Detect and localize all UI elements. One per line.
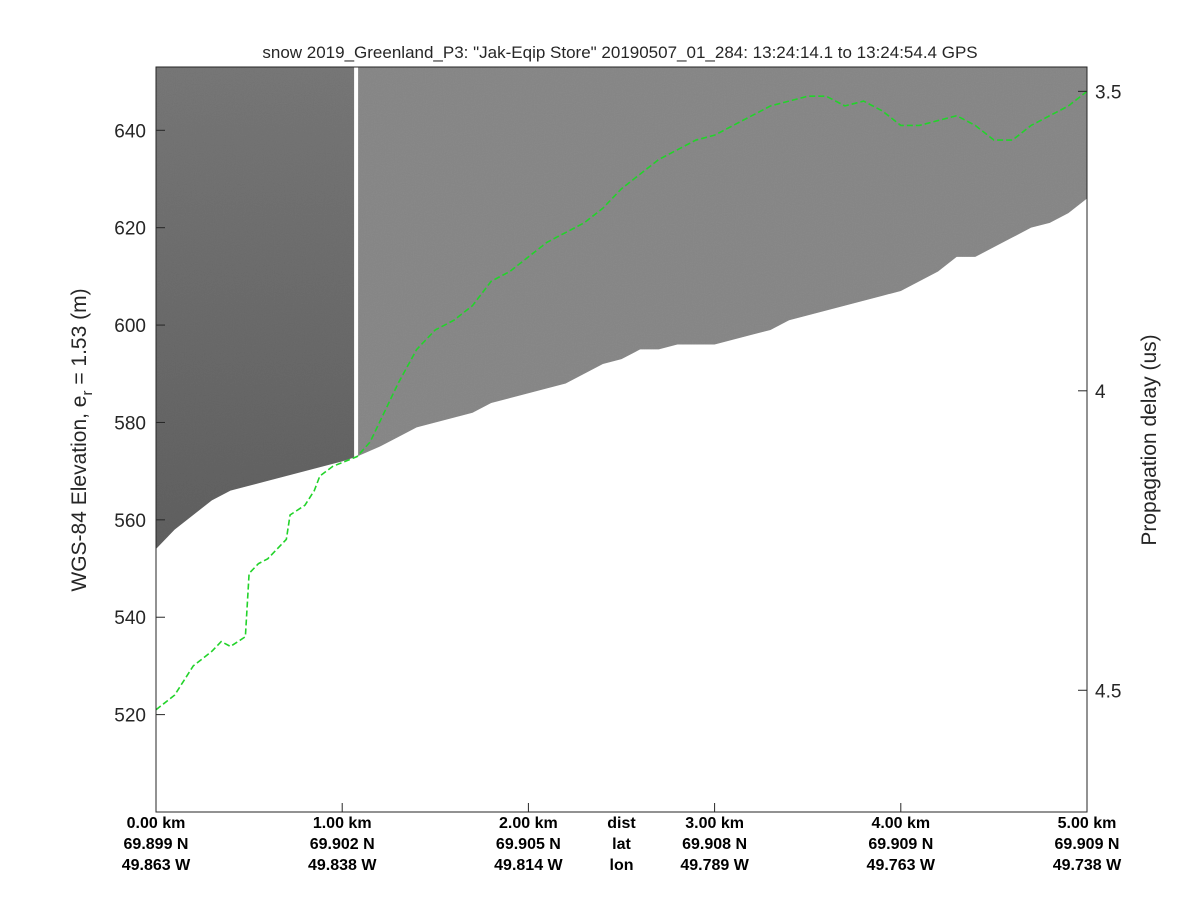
right-y-axis: 3.5 4 4.5 bbox=[1078, 82, 1121, 702]
surface-pick-line bbox=[156, 90, 1087, 711]
right-tick-label: 4 bbox=[1095, 382, 1106, 403]
left-y-axis: 520 540 560 580 600 620 640 bbox=[114, 121, 165, 727]
echogram-image bbox=[156, 67, 1087, 812]
left-tick-label: 560 bbox=[114, 511, 146, 532]
x-tick-lat: 69.899 N bbox=[124, 836, 189, 853]
x-tick-dist: 2.00 km bbox=[499, 815, 558, 832]
x-tick-lon: 49.789 W bbox=[680, 857, 749, 874]
left-tick-label: 520 bbox=[114, 706, 146, 727]
left-axis-label: WGS-84 Elevation, er = 1.53 (m) bbox=[68, 288, 96, 591]
x-axis: 0.00 km 69.899 N 49.863 W 1.00 km 69.902 N 49… bbox=[122, 803, 1122, 874]
x-tick-lon: 49.838 W bbox=[308, 857, 377, 874]
right-tick-label: 4.5 bbox=[1095, 681, 1121, 702]
plot-frame bbox=[155, 66, 1088, 813]
left-tick-label: 600 bbox=[114, 316, 146, 337]
row-label-lon: lon bbox=[610, 857, 634, 874]
echogram-left-segment bbox=[156, 67, 358, 812]
row-label-lat: lat bbox=[612, 836, 631, 853]
x-tick-dist: 1.00 km bbox=[313, 815, 372, 832]
x-tick-lon: 49.863 W bbox=[122, 857, 191, 874]
x-tick-lon: 49.738 W bbox=[1053, 857, 1122, 874]
x-tick-lat: 69.905 N bbox=[496, 836, 561, 853]
left-tick-label: 540 bbox=[114, 608, 146, 629]
x-tick-lat: 69.909 N bbox=[1055, 836, 1120, 853]
echogram-right-segment bbox=[357, 67, 1087, 457]
left-tick-label: 620 bbox=[114, 219, 146, 240]
right-axis-label: Propagation delay (us) bbox=[1138, 334, 1161, 545]
x-tick-lon: 49.763 W bbox=[867, 857, 936, 874]
data-gap-line bbox=[354, 67, 359, 459]
x-tick-lon: 49.814 W bbox=[494, 857, 563, 874]
right-tick-label: 3.5 bbox=[1095, 82, 1121, 103]
x-tick-lat: 69.908 N bbox=[682, 836, 747, 853]
left-tick-label: 640 bbox=[114, 121, 146, 142]
x-tick-lat: 69.909 N bbox=[868, 836, 933, 853]
x-tick-dist: 0.00 km bbox=[127, 815, 186, 832]
x-tick-lat: 69.902 N bbox=[310, 836, 375, 853]
x-tick-dist: 3.00 km bbox=[685, 815, 744, 832]
row-label-dist: dist bbox=[607, 815, 636, 832]
chart-title: snow 2019_Greenland_P3: "Jak-Eqip Store"… bbox=[262, 43, 977, 62]
left-tick-label: 580 bbox=[114, 413, 146, 434]
x-tick-dist: 5.00 km bbox=[1058, 815, 1117, 832]
x-tick-dist: 4.00 km bbox=[871, 815, 930, 832]
